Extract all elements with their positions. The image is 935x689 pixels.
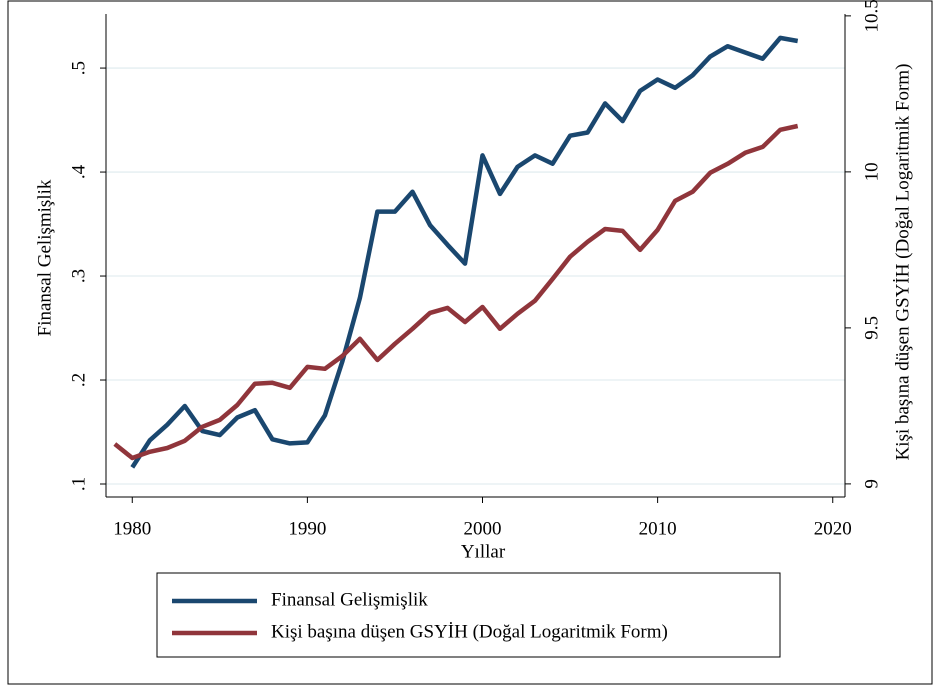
y-tick-label: .3 bbox=[68, 269, 89, 283]
legend-label: Kişi başına düşen GSYİH (Doğal Logaritmi… bbox=[271, 621, 668, 642]
x-tick-label: 2020 bbox=[814, 518, 852, 539]
y2-tick-label: 10.5 bbox=[861, 0, 882, 32]
y-tick-label: .5 bbox=[68, 61, 89, 75]
line-series bbox=[113, 123, 799, 461]
frame bbox=[7, 0, 933, 685]
x-tick-label: 2010 bbox=[639, 518, 677, 539]
y-axis-label: Finansal Gelişmişlik bbox=[34, 179, 55, 336]
legend-label: Finansal Gelişmişlik bbox=[271, 589, 428, 610]
legend-box bbox=[156, 572, 781, 658]
x-tick-label: 2000 bbox=[464, 518, 502, 539]
y2-axis-label: Kişi başına düşen GSYİH (Doğal Logaritmi… bbox=[892, 64, 913, 461]
y2-tick-label: 9 bbox=[861, 479, 882, 489]
x-tick-label: 1980 bbox=[113, 518, 151, 539]
x-axis-label: Yıllar bbox=[461, 541, 506, 562]
y-tick-label: .2 bbox=[68, 373, 89, 387]
y2-tick-label: 9.5 bbox=[861, 316, 882, 340]
line-series bbox=[130, 35, 799, 469]
y-tick-label: .4 bbox=[68, 164, 89, 179]
y2-tick-label: 10 bbox=[861, 162, 882, 181]
y-tick-label: .1 bbox=[68, 477, 89, 491]
x-tick-label: 1990 bbox=[288, 518, 326, 539]
